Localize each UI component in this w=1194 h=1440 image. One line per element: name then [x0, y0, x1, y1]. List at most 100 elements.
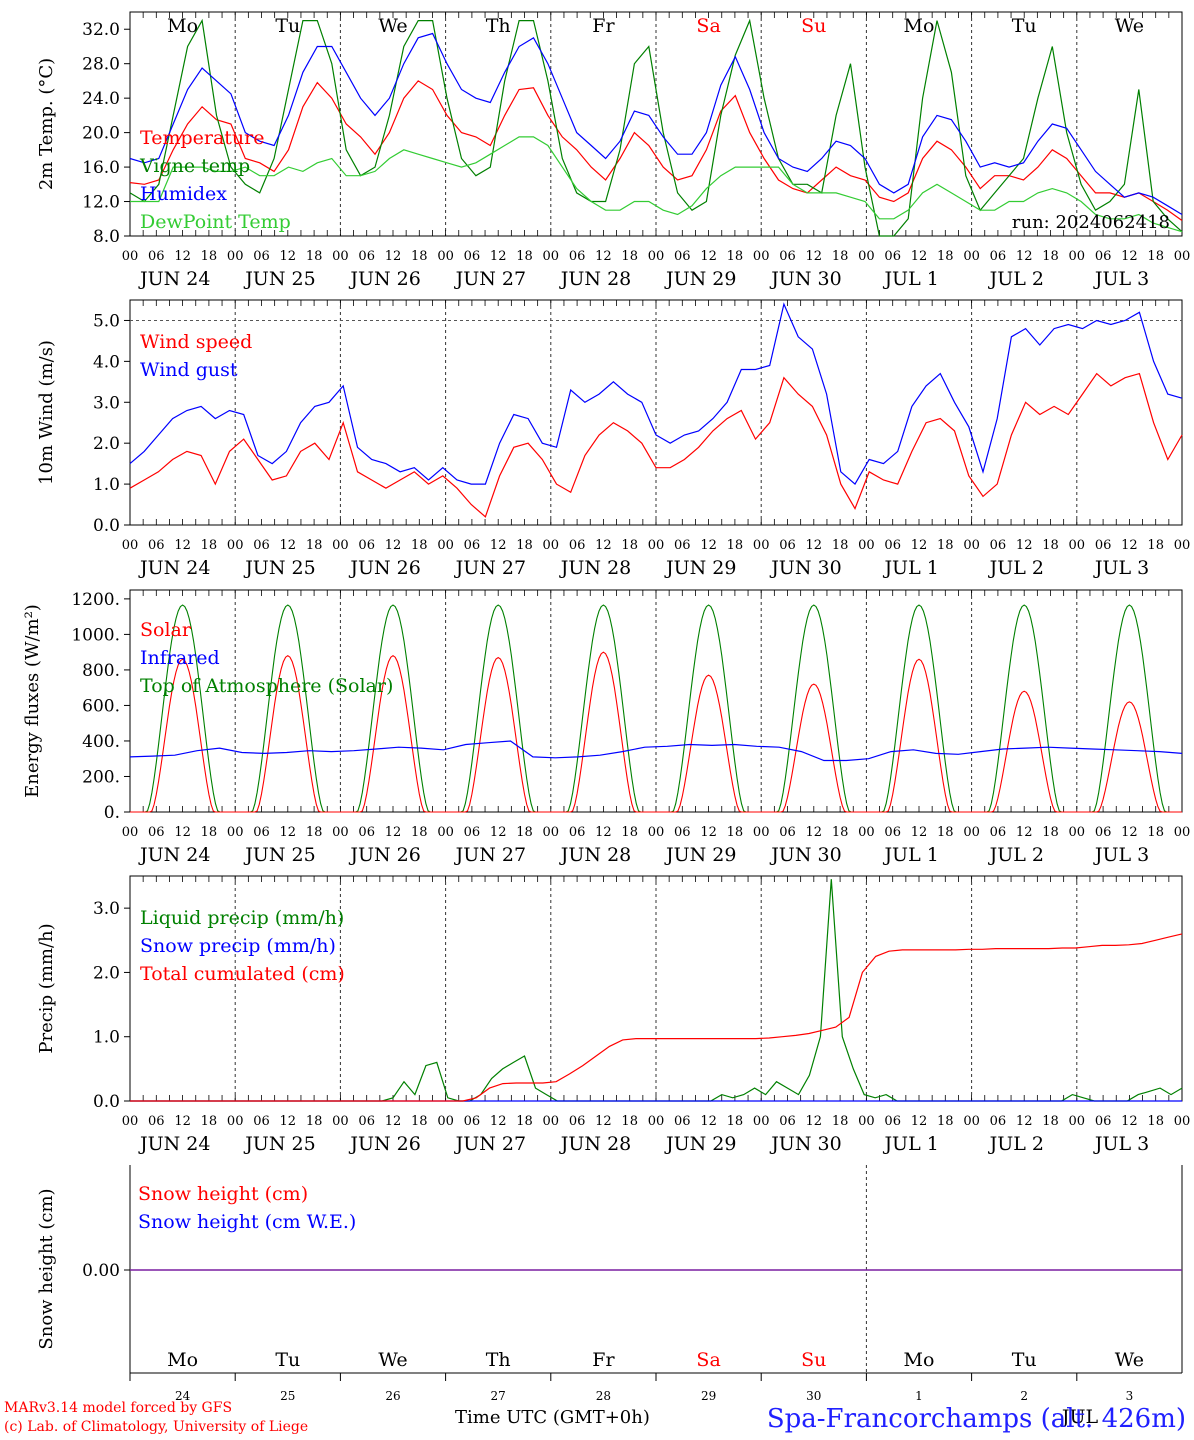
date-label: JUN 24	[138, 268, 210, 290]
day-name-label: We	[1115, 15, 1144, 37]
hour-tick-label: 12	[490, 1114, 507, 1129]
day-number-label: 2	[1020, 1389, 1028, 1403]
hour-tick-label: 12	[490, 538, 507, 553]
hour-tick-label: 18	[201, 825, 218, 840]
hour-tick-label: 00	[648, 1114, 665, 1129]
hour-tick-label: 06	[1095, 1114, 1112, 1129]
series-line	[129, 18, 1183, 237]
hour-tick-label: 12	[595, 825, 612, 840]
day-name-label: Sa	[696, 15, 720, 37]
date-label: JUN 26	[348, 557, 420, 579]
hour-tick-label: 00	[332, 249, 349, 264]
hour-tick-label: 12	[174, 538, 191, 553]
hour-tick-label: 06	[148, 538, 165, 553]
hour-tick-label: 00	[122, 1114, 139, 1129]
hour-tick-label: 18	[516, 1114, 533, 1129]
date-label: JUN 28	[559, 268, 631, 290]
hour-tick-label: 18	[306, 538, 323, 553]
hour-tick-label: 12	[806, 825, 823, 840]
hour-tick-label: 06	[464, 825, 481, 840]
hour-tick-label: 06	[253, 1114, 270, 1129]
hour-tick-label: 00	[1069, 1114, 1086, 1129]
y-axis-label: Precip (mm/h)	[36, 923, 57, 1053]
hour-tick-label: 06	[990, 1114, 1007, 1129]
hour-tick-label: 12	[1016, 825, 1033, 840]
y-tick-label: 1.0	[93, 475, 120, 495]
panel-frame-1	[129, 299, 1183, 526]
hour-tick-label: 06	[990, 825, 1007, 840]
hour-tick-label: 18	[621, 1114, 638, 1129]
hour-tick-label: 06	[1095, 249, 1112, 264]
credit-model: MARv3.14 model forced by GFS	[4, 1400, 233, 1416]
date-label: JUN 27	[454, 268, 526, 290]
hour-tick-label: 06	[358, 538, 375, 553]
hour-tick-label: 18	[832, 1114, 849, 1129]
hour-tick-label: 18	[621, 825, 638, 840]
date-label: JUN 29	[664, 557, 736, 579]
hour-tick-label: 00	[122, 825, 139, 840]
hour-tick-label: 00	[437, 249, 454, 264]
date-label: JUN 28	[559, 844, 631, 866]
hour-tick-label: 12	[806, 538, 823, 553]
hour-tick-label: 12	[280, 538, 297, 553]
hour-tick-label: 06	[779, 538, 796, 553]
hour-tick-label: 18	[1147, 249, 1164, 264]
hour-tick-label: 06	[464, 538, 481, 553]
y-tick-label: 0.0	[93, 1092, 120, 1112]
hour-tick-label: 06	[148, 249, 165, 264]
y-tick-label: 1000.	[71, 625, 120, 645]
hour-tick-label: 00	[1174, 538, 1191, 553]
hour-tick-label: 06	[884, 249, 901, 264]
day-name-label: Tu	[1012, 15, 1037, 37]
hour-tick-label: 18	[411, 249, 428, 264]
date-label: JUN 28	[559, 1133, 631, 1155]
y-tick-label: 0.	[104, 803, 120, 823]
hour-tick-label: 18	[727, 249, 744, 264]
series-line	[130, 136, 1183, 233]
y-tick-label: 20.0	[82, 124, 120, 144]
hour-tick-label: 00	[332, 1114, 349, 1129]
hour-tick-label: 18	[1147, 825, 1164, 840]
hour-tick-label: 00	[543, 825, 560, 840]
legend-entry: Liquid precip (mm/h)	[140, 907, 344, 929]
hour-tick-label: 00	[543, 249, 560, 264]
hour-tick-label: 12	[911, 249, 928, 264]
hour-tick-label: 06	[779, 825, 796, 840]
date-label: JUN 30	[769, 557, 841, 579]
hour-tick-label: 12	[490, 249, 507, 264]
hour-tick-label: 18	[621, 249, 638, 264]
hour-tick-label: 06	[358, 1114, 375, 1129]
hour-tick-label: 18	[727, 538, 744, 553]
date-label: JUN 24	[138, 1133, 210, 1155]
hour-tick-label: 06	[253, 249, 270, 264]
hour-tick-label: 18	[516, 249, 533, 264]
day-number-label: 26	[385, 1389, 400, 1403]
hour-tick-label: 18	[1042, 538, 1059, 553]
day-name-label: Mo	[904, 1349, 935, 1371]
y-tick-label: 0.0	[93, 516, 120, 536]
hour-tick-label: 06	[253, 825, 270, 840]
hour-tick-label: 00	[648, 825, 665, 840]
y-axis-label: Snow height (cm)	[36, 1188, 57, 1349]
y-axis-label: 10m Wind (m/s)	[36, 340, 57, 485]
day-name-label: Tu	[1012, 1349, 1037, 1371]
y-tick-label: 8.0	[93, 227, 120, 247]
hour-tick-label: 12	[1121, 249, 1138, 264]
hour-tick-label: 18	[516, 825, 533, 840]
hour-tick-label: 06	[674, 1114, 691, 1129]
hour-tick-label: 12	[490, 825, 507, 840]
hour-tick-label: 18	[621, 538, 638, 553]
date-label: JUN 26	[348, 1133, 420, 1155]
date-label: JUN 29	[664, 1133, 736, 1155]
series-line	[129, 80, 1183, 221]
hour-tick-label: 12	[911, 1114, 928, 1129]
legend-entry: Snow height (cm)	[138, 1183, 308, 1205]
hour-tick-label: 18	[201, 249, 218, 264]
hour-tick-label: 00	[753, 249, 770, 264]
date-label: JUN 28	[559, 557, 631, 579]
date-label: JUN 24	[138, 557, 210, 579]
date-label: JUL 3	[1093, 1133, 1149, 1155]
hour-tick-label: 00	[437, 1114, 454, 1129]
hour-tick-label: 18	[832, 825, 849, 840]
hour-tick-label: 00	[648, 249, 665, 264]
